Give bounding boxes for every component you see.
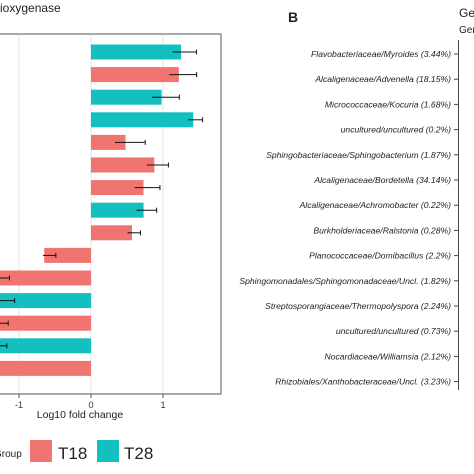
bar-t28 [91, 112, 194, 128]
row-label: Alcaligenaceae/Achromobacter (0.22%) [299, 200, 452, 210]
panel-a-error-bars [0, 49, 204, 349]
bar-t18 [0, 360, 91, 376]
panel-b-letter: B [288, 9, 298, 25]
bar-t28 [91, 202, 144, 218]
bar-t28 [0, 293, 91, 309]
row-label: Flavobacteriaceae/Myroides (3.44%) [311, 49, 451, 59]
legend-label-t28: T28 [124, 444, 153, 463]
panel-a-plot-border [0, 33, 222, 395]
row-label: Planococcaceae/Domibacillus (2.2%) [309, 251, 451, 261]
row-label: Streptosporangiaceae/Thermopolyspora (2.… [265, 301, 451, 311]
x-tick-label: 1 [160, 400, 165, 410]
legend: Group T18 T28 [0, 440, 153, 463]
row-label: Nocardiaceae/Williamsia (2.12%) [325, 351, 452, 361]
x-tick-label: 0 [88, 400, 93, 410]
row-label: Rhizobiales/Xanthobacteraceae/Uncl. (3.2… [275, 377, 451, 387]
panel-b-corner-text-2: Gen [459, 25, 474, 36]
x-tick-label: -1 [15, 400, 23, 410]
bar-t18 [91, 157, 155, 173]
panel-a-x-axis-label: Log10 fold change [37, 409, 124, 421]
legend-title: Group [0, 449, 22, 460]
row-label: Burkholderiaceae/Ralstonia (0.28%) [313, 225, 451, 235]
row-label: Sphingomonadales/Sphingomonadaceae/Uncl.… [239, 276, 451, 286]
legend-swatch-t28 [97, 440, 119, 462]
bar-t28 [91, 44, 181, 60]
bar-t18 [44, 247, 91, 263]
panel-a-title-fragment: ioxygenase [0, 1, 61, 15]
panel-a-bars [0, 44, 194, 376]
panel-b-row-labels: Flavobacteriaceae/Myroides (3.44%) Alcali… [239, 49, 458, 387]
legend-swatch-t18 [30, 440, 52, 462]
panel-a-plot: -1 0 1 [0, 33, 222, 410]
bar-t28 [91, 89, 162, 105]
row-label: Alcaligenaceae/Advenella (18.15%) [314, 74, 451, 84]
row-label: Sphingobacteriaceae/Sphingobacterium (1.… [266, 150, 451, 160]
row-label: uncultured/uncultured (0.2%) [341, 125, 451, 135]
row-label: Micrococcaceae/Kocuria (1.68%) [325, 99, 451, 109]
bar-t18 [91, 134, 126, 150]
panel-a-x-ticks: -1 0 1 [15, 394, 166, 410]
legend-label-t18: T18 [58, 444, 87, 463]
bar-t28 [0, 338, 91, 354]
bar-t18 [91, 67, 179, 83]
panel-b-corner-text-1: Ge [459, 6, 474, 20]
bar-t18 [0, 315, 91, 331]
bar-t18 [91, 225, 133, 241]
bar-t18 [0, 270, 91, 286]
row-label: uncultured/uncultured (0.73%) [336, 326, 451, 336]
bar-t18 [91, 180, 144, 196]
row-label: Alcaligenaceae/Bordetella (34.14%) [313, 175, 451, 185]
